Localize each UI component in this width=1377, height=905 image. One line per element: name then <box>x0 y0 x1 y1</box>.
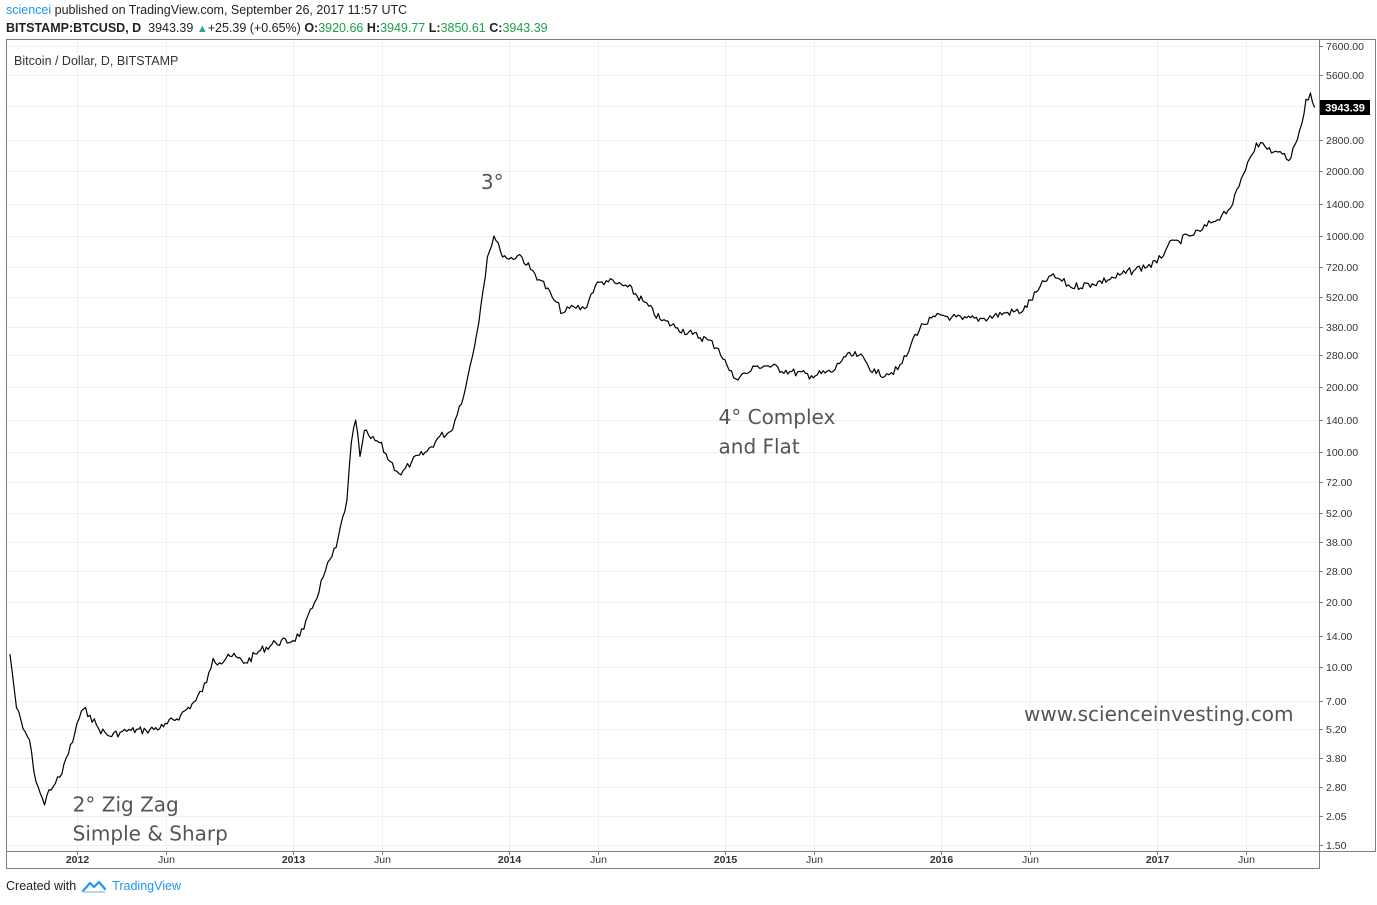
annotation-label: 2° Zig Zag <box>73 792 179 816</box>
y-tick-label: 2.05 <box>1326 811 1347 823</box>
x-tick-label: 2016 <box>930 854 954 866</box>
y-tick-label: 720.00 <box>1326 262 1358 274</box>
high-value: 3949.77 <box>380 21 426 35</box>
created-with-text: Created with <box>6 879 77 893</box>
annotation-label: and Flat <box>719 435 800 459</box>
x-tick-label: 2013 <box>282 854 306 866</box>
close-value: 3943.39 <box>502 21 548 35</box>
y-tick-label: 28.00 <box>1326 566 1352 578</box>
x-tick-label: 2015 <box>714 854 738 866</box>
low-value: 3850.61 <box>440 21 486 35</box>
x-tick-label: Jun <box>158 854 175 866</box>
publish-info: sciencei published on TradingView.com, S… <box>6 3 407 17</box>
y-tick-label: 72.00 <box>1326 477 1352 489</box>
symbol-label[interactable]: BITSTAMP:BTCUSD, D <box>6 21 142 35</box>
last-price-label: 3943.39 <box>1325 103 1365 115</box>
y-tick-label: 20.00 <box>1326 597 1352 609</box>
y-tick-label: 1.50 <box>1326 840 1347 852</box>
y-tick-label: 2800.00 <box>1326 135 1364 147</box>
y-tick-label: 280.00 <box>1326 350 1358 362</box>
y-tick-label: 5.20 <box>1326 724 1347 736</box>
x-tick-label: 2017 <box>1146 854 1170 866</box>
x-axis-ticks: 2012 Jun 2013 Jun 2014 Jun 2015 Jun 2016 Jun 2017 J… <box>66 851 1255 866</box>
tradingview-link[interactable]: TradingView <box>82 879 181 893</box>
time-axis-frame[interactable] <box>6 851 1320 869</box>
y-tick-label: 10.00 <box>1326 662 1352 674</box>
ticker-line: BITSTAMP:BTCUSD, D 3943.39 ▲+25.39 (+0.6… <box>6 21 548 35</box>
y-tick-label: 200.00 <box>1326 382 1358 394</box>
last-price-tag: 3943.39 <box>1320 100 1370 115</box>
price-axis-frame[interactable] <box>1319 39 1376 852</box>
y-axis-ticks: 7600.005600.004000.002800.002000.001400.… <box>1319 41 1364 852</box>
y-tick-label: 14.00 <box>1326 631 1352 643</box>
y-tick-label: 1400.00 <box>1326 199 1364 211</box>
y-tick-label: 7600.00 <box>1326 41 1364 53</box>
y-tick-label: 3.80 <box>1326 753 1347 765</box>
footer: Created with TradingView <box>6 879 181 893</box>
open-label: O: <box>304 21 319 35</box>
y-tick-label: 2.80 <box>1326 782 1347 794</box>
low-label: L: <box>428 21 441 35</box>
x-tick-label: 2012 <box>66 854 90 866</box>
high-label: H: <box>366 21 381 35</box>
y-tick-label: 1000.00 <box>1326 231 1364 243</box>
x-tick-label: Jun <box>590 854 607 866</box>
price-change: +25.39 (+0.65%) <box>207 21 301 35</box>
open-value: 3920.66 <box>318 21 364 35</box>
close-label: C: <box>489 21 503 35</box>
y-tick-label: 100.00 <box>1326 447 1358 459</box>
last-price: 3943.39 <box>148 21 194 35</box>
x-tick-label: 2014 <box>498 854 522 866</box>
x-tick-label: Jun <box>1238 854 1255 866</box>
y-tick-label: 52.00 <box>1326 508 1352 520</box>
annotation-label: 3° <box>481 170 504 194</box>
chart-title: Bitcoin / Dollar, D, BITSTAMP <box>14 54 178 68</box>
watermark-text: www.scienceinvesting.com <box>1024 702 1293 726</box>
y-tick-label: 38.00 <box>1326 537 1352 549</box>
tradingview-brand: TradingView <box>112 879 181 893</box>
author-link[interactable]: sciencei <box>6 3 52 17</box>
annotation-label: Simple & Sharp <box>73 822 228 846</box>
y-tick-label: 5600.00 <box>1326 70 1364 82</box>
annotation-label: 4° Complex <box>719 405 836 429</box>
up-arrow-icon: ▲ <box>196 23 208 35</box>
x-tick-label: Jun <box>806 854 823 866</box>
y-tick-label: 7.00 <box>1326 696 1347 708</box>
grid-lines <box>7 40 1319 851</box>
x-tick-label: Jun <box>1022 854 1039 866</box>
published-text: published on TradingView.com, September … <box>51 3 408 17</box>
chart-annotations: 3° 4° Complex and Flat 2° Zig Zag Simple & S… <box>73 170 836 846</box>
y-tick-label: 380.00 <box>1326 322 1358 334</box>
y-tick-label: 2000.00 <box>1326 166 1364 178</box>
y-tick-label: 520.00 <box>1326 292 1358 304</box>
price-series-line <box>9 92 1316 806</box>
x-tick-label: Jun <box>374 854 391 866</box>
tradingview-logo-icon <box>82 880 107 893</box>
y-tick-label: 140.00 <box>1326 415 1358 427</box>
